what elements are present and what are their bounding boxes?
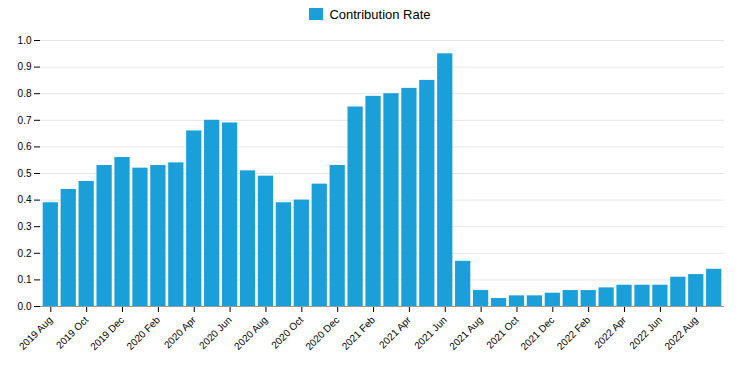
svg-text:1.0: 1.0: [18, 35, 32, 46]
svg-text:0.6: 0.6: [18, 141, 32, 152]
svg-text:2021 Dec: 2021 Dec: [518, 314, 556, 352]
svg-text:0.1: 0.1: [18, 274, 32, 285]
svg-text:0.0: 0.0: [18, 301, 32, 312]
svg-text:2021 Apr: 2021 Apr: [377, 314, 414, 351]
svg-text:2020 Dec: 2020 Dec: [303, 314, 341, 352]
svg-text:2020 Oct: 2020 Oct: [269, 314, 306, 351]
html-text:Contribution Rate: Contribution Rate: [329, 6, 431, 22]
svg-text:0.9: 0.9: [18, 61, 32, 72]
svg-text:0.2: 0.2: [18, 248, 32, 259]
svg-text:2021 Oct: 2021 Oct: [484, 314, 521, 351]
svg-text:2022 Aug: 2022 Aug: [662, 314, 700, 352]
svg-text:2020 Feb: 2020 Feb: [124, 314, 162, 352]
svg-text:2021 Feb: 2021 Feb: [340, 314, 378, 352]
svg-text:2019 Dec: 2019 Dec: [88, 314, 126, 352]
svg-text:2019 Oct: 2019 Oct: [54, 314, 91, 351]
svg-text:2021 Jun: 2021 Jun: [412, 314, 449, 351]
svg-text:2021 Aug: 2021 Aug: [447, 314, 485, 352]
svg-text:0.3: 0.3: [18, 221, 32, 232]
svg-text:2022 Apr: 2022 Apr: [592, 314, 629, 351]
svg-text:2022 Feb: 2022 Feb: [555, 314, 593, 352]
svg-text:2020 Aug: 2020 Aug: [232, 314, 270, 352]
svg-text:2020 Jun: 2020 Jun: [197, 314, 234, 351]
svg-text:2019 Aug: 2019 Aug: [17, 314, 55, 352]
svg-text:0.8: 0.8: [18, 88, 32, 99]
svg-text:2020 Apr: 2020 Apr: [162, 314, 199, 351]
svg-text:0.4: 0.4: [18, 194, 32, 205]
svg-text:0.5: 0.5: [18, 168, 32, 179]
svg-text:0.7: 0.7: [18, 115, 32, 126]
svg-text:2022 Jun: 2022 Jun: [627, 314, 664, 351]
